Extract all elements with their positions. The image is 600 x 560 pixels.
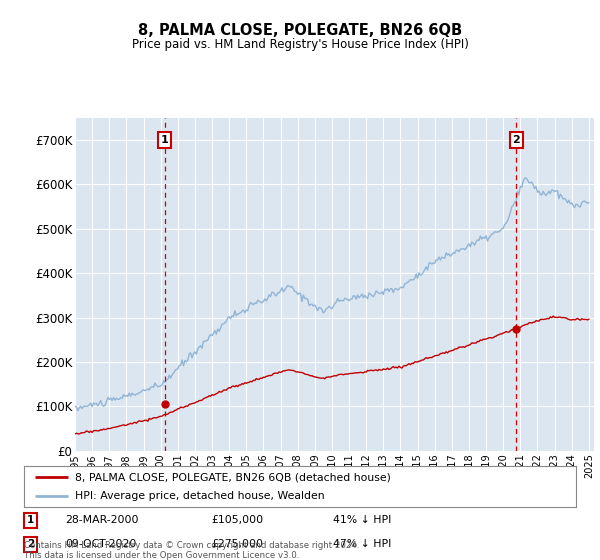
Text: Price paid vs. HM Land Registry's House Price Index (HPI): Price paid vs. HM Land Registry's House … (131, 38, 469, 52)
Text: 1: 1 (27, 515, 34, 525)
Text: 8, PALMA CLOSE, POLEGATE, BN26 6QB: 8, PALMA CLOSE, POLEGATE, BN26 6QB (138, 23, 462, 38)
Text: 41% ↓ HPI: 41% ↓ HPI (333, 515, 391, 525)
Text: £275,000: £275,000 (212, 539, 263, 549)
Text: 2: 2 (512, 135, 520, 145)
Text: HPI: Average price, detached house, Wealden: HPI: Average price, detached house, Weal… (75, 491, 325, 501)
Text: 8, PALMA CLOSE, POLEGATE, BN26 6QB (detached house): 8, PALMA CLOSE, POLEGATE, BN26 6QB (deta… (75, 473, 391, 482)
Text: 2: 2 (27, 539, 34, 549)
Text: £105,000: £105,000 (212, 515, 264, 525)
Text: 09-OCT-2020: 09-OCT-2020 (65, 539, 137, 549)
Text: 1: 1 (161, 135, 169, 145)
Text: Contains HM Land Registry data © Crown copyright and database right 2024.
This d: Contains HM Land Registry data © Crown c… (24, 540, 359, 560)
Text: 47% ↓ HPI: 47% ↓ HPI (333, 539, 391, 549)
Text: 28-MAR-2000: 28-MAR-2000 (65, 515, 139, 525)
